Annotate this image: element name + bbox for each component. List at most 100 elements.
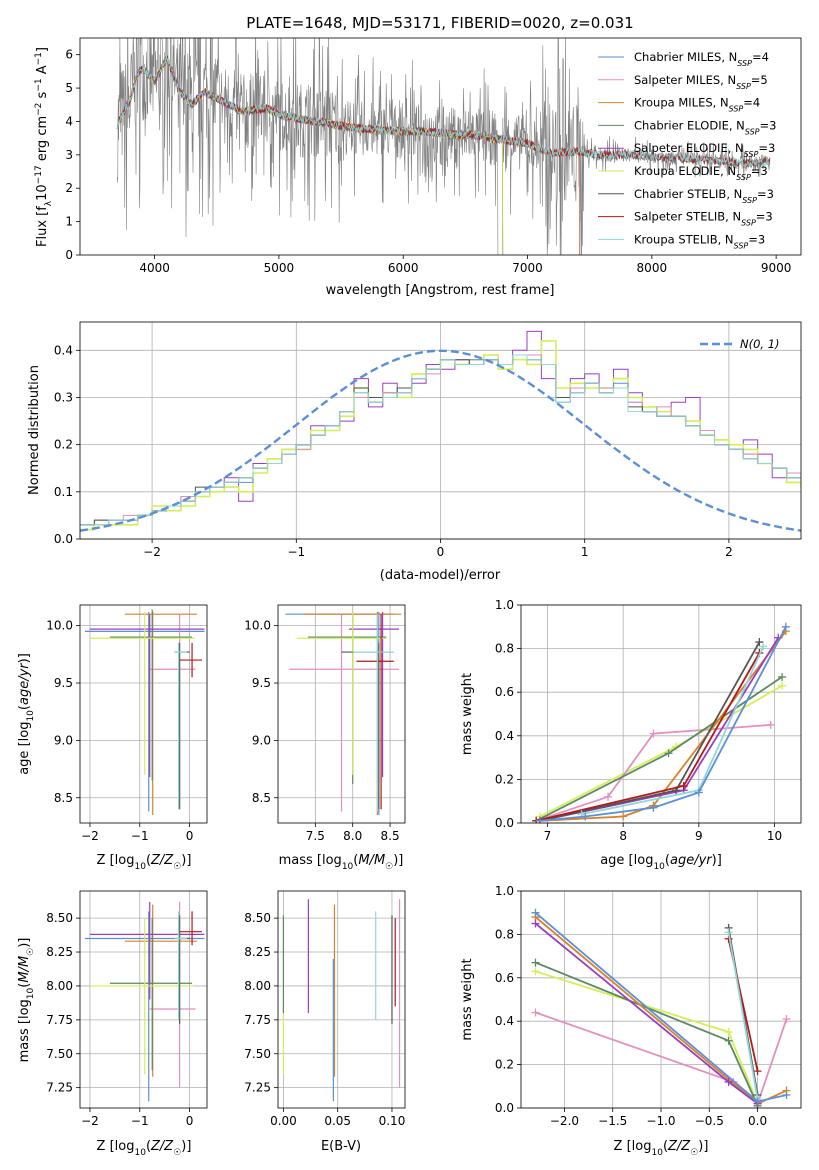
y-tick-label: 6 [65, 48, 73, 62]
weight-marker [664, 749, 673, 758]
observed-spectrum [117, 38, 771, 255]
label-part: 10 [134, 862, 146, 872]
errorbar-salpeter-stelib [356, 614, 394, 810]
label-part: −17 [34, 165, 44, 184]
errorbar-salpeter-elodie [89, 901, 205, 1000]
weight-marker [531, 958, 540, 967]
y-tick-label: 9.5 [54, 676, 73, 690]
y-tick-label: 1.0 [495, 884, 514, 898]
label-part: s [35, 91, 50, 102]
y-axis-label: mass weight [460, 673, 475, 755]
weight-marker [755, 638, 764, 647]
label-part: ] [35, 47, 50, 52]
label-part: Z [log [97, 1139, 135, 1154]
chart-weight_vs_z: −2.0 −1.5 −1.0 −0.5 0.0 0.0 0.2 0.4 0.6 0.8 1.0 mas… [460, 884, 802, 1158]
grid [521, 890, 801, 1109]
plot-area [532, 622, 790, 823]
weight-marker [753, 1067, 762, 1076]
legend-entry: Chabrier ELODIE, NSSP=3 [634, 118, 776, 136]
y-tick-label: 7.25 [244, 1081, 271, 1095]
errorbar-salpeter-miles [149, 901, 196, 1088]
x-tick-label: 10 [767, 829, 782, 843]
x-tick-label: −2 [81, 1114, 99, 1128]
weight-marker [531, 1008, 540, 1017]
legend-eq: =4 [752, 50, 769, 64]
label-part: age/yr [670, 853, 713, 868]
weight-marker [535, 816, 544, 823]
label-part: Z [log [97, 853, 135, 868]
legend-eq: =3 [757, 187, 774, 201]
grid [80, 605, 207, 823]
y-axis-label: Flux [fλ10−17 erg cm−2 s−1 A−1] [34, 47, 54, 247]
label-part: mass [log [17, 999, 32, 1062]
chart-residuals: −2 −1 0 1 2 0.0 0.1 0.2 0.3 0.4 (data-model)/error… [27, 321, 802, 583]
label-part: 10 [651, 1148, 663, 1158]
axes-frame [520, 604, 802, 824]
legend-entry: Kroupa ELODIE, NSSP=3 [634, 164, 768, 182]
y-tick-label: 8.25 [244, 945, 271, 959]
weight-line-chabrier-elodie [535, 961, 759, 1107]
grid [521, 604, 801, 824]
errorbar-salpeter-stelib [179, 642, 203, 678]
weight-marker [782, 1015, 791, 1024]
y-tick-label: 0.6 [495, 971, 514, 985]
legend-eq: =4 [743, 96, 760, 110]
label-part: ☉ [173, 862, 181, 872]
label-part: erg cm [35, 116, 50, 165]
label-part: ☉ [690, 1148, 698, 1158]
legend-sub: SSP [736, 81, 751, 90]
x-tick-label: −1.0 [646, 1114, 675, 1128]
plot-area [84, 901, 205, 1102]
x-tick-label: −2 [143, 545, 161, 559]
weight-marker [649, 803, 658, 812]
label-part: 10 [26, 710, 36, 722]
y-tick-label: 0.4 [495, 1014, 514, 1028]
label-part: 10 [342, 862, 354, 872]
label-part: Z/Z [150, 1139, 174, 1154]
legend-eq: =3 [758, 141, 775, 155]
label-part: age/yr [17, 662, 32, 705]
y-tick-label: 0.2 [495, 1058, 514, 1072]
label-part: ( [17, 705, 32, 710]
y-tick-label: 9.0 [252, 733, 271, 747]
chart-mass_vs_z: −2 −1 07.257.507.758.008.258.50Z [log10(Z/… [17, 890, 208, 1158]
weight-marker [782, 1090, 791, 1099]
weight-line-kroupa-stelib [727, 932, 759, 1100]
label-part: ☉ [26, 948, 36, 956]
y-tick-label: 0.0 [54, 532, 73, 546]
weight-marker [531, 919, 540, 928]
weight-marker [679, 781, 688, 790]
errorbar-salpeter-elodie [348, 611, 400, 778]
y-tick-label: 4 [65, 114, 73, 128]
y-tick-label: 7.50 [244, 1047, 271, 1061]
weight-marker [604, 792, 613, 801]
label-part: ( [146, 853, 151, 868]
plot-area [282, 899, 401, 1102]
axes-frame [79, 37, 802, 256]
label-part: −1 [34, 52, 44, 65]
legend-label: Salpeter MILES, N [634, 73, 736, 87]
y-tick-label: 0.2 [495, 772, 514, 786]
weight-marker [724, 1036, 733, 1045]
y-tick-label: 7.75 [46, 1013, 73, 1027]
x-tick-label: 5000 [264, 261, 295, 275]
label-part: Z [log [614, 1139, 652, 1154]
x-tick-label: 7.5 [306, 829, 325, 843]
x-tick-label: −2 [81, 829, 99, 843]
y-tick-label: 0.8 [495, 927, 514, 941]
x-tick-label: −1 [131, 1114, 149, 1128]
legend-entry: Salpeter MILES, NSSP=5 [634, 73, 768, 91]
grid [278, 891, 405, 1108]
legend-label: Kroupa MILES, N [634, 96, 729, 110]
legend-label: Chabrier STELIB, N [634, 187, 742, 201]
y-tick-label: 8.5 [252, 791, 271, 805]
y-tick-label: 0.4 [54, 343, 73, 357]
weight-marker [781, 622, 790, 631]
y-tick-label: 10.0 [244, 619, 271, 633]
x-axis-label: (data-model)/error [380, 568, 501, 583]
x-tick-label: 6000 [388, 261, 419, 275]
x-tick-label: 8.5 [381, 829, 400, 843]
x-tick-label: 2 [725, 545, 733, 559]
x-tick-label: 0.05 [324, 1114, 351, 1128]
